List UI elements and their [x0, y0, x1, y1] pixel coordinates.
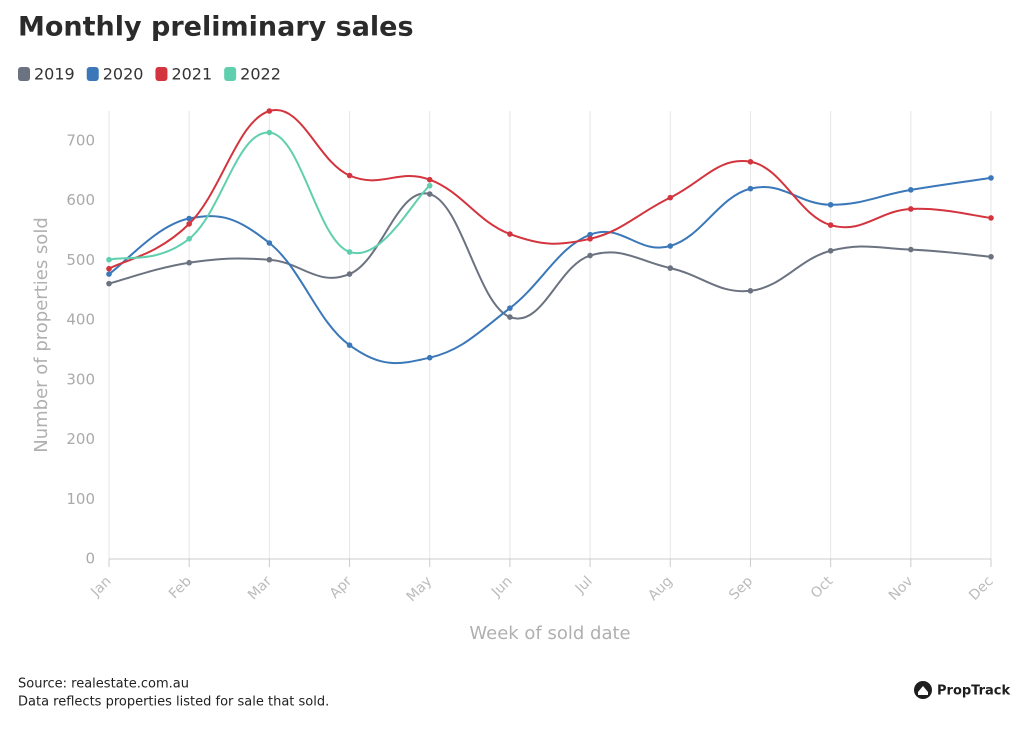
point: [747, 185, 754, 192]
point: [747, 158, 754, 165]
point: [266, 129, 273, 136]
point: [186, 259, 192, 266]
point: [908, 206, 914, 212]
point: [507, 314, 513, 320]
legend-swatch: [18, 67, 30, 81]
series-line: [108, 192, 992, 320]
point: [827, 201, 834, 208]
brand: PropTrack: [937, 684, 1011, 699]
point: [426, 191, 433, 197]
y-tick-label: 700: [66, 131, 95, 149]
y-tick-label: 200: [66, 430, 95, 448]
x-tick-label: May: [404, 573, 436, 605]
x-tick-label: Oct: [808, 573, 837, 602]
x-tick-label: Jan: [87, 573, 114, 600]
x-tick-label: Feb: [166, 573, 195, 602]
y-tick-label: 500: [66, 251, 95, 269]
point: [346, 249, 353, 255]
x-tick-label: Sep: [726, 573, 756, 603]
point: [346, 342, 353, 348]
point: [988, 175, 994, 181]
series-line: [108, 108, 992, 270]
x-tick-label: Mar: [245, 573, 275, 603]
note: Data reflects properties listed for sale…: [18, 695, 329, 710]
point: [346, 172, 353, 179]
x-tick-label: Dec: [966, 573, 996, 603]
series-line: [108, 176, 992, 365]
point: [667, 243, 674, 249]
y-tick-label: 400: [66, 311, 95, 329]
x-tick-label: Nov: [886, 573, 917, 604]
point: [507, 305, 513, 311]
point: [346, 271, 353, 277]
source: Source: realestate.com.au: [18, 677, 189, 692]
point: [186, 215, 192, 222]
brand-icon: [918, 686, 928, 695]
point: [186, 236, 192, 242]
point: [587, 236, 593, 242]
point: [106, 280, 112, 287]
legend-swatch: [155, 67, 168, 81]
x-tick-label: Jun: [488, 573, 515, 600]
legend-label: 2022: [240, 65, 281, 84]
point: [908, 187, 914, 193]
point: [747, 287, 754, 294]
legend-label: 2021: [171, 65, 212, 84]
point: [266, 256, 273, 263]
y-tick-label: 600: [66, 191, 95, 209]
point: [587, 231, 593, 238]
y-tick-label: 100: [66, 490, 95, 508]
x-tick-label: Apr: [327, 573, 356, 602]
point: [587, 252, 593, 259]
y-tick-label: 0: [85, 550, 95, 568]
point: [827, 247, 834, 254]
point: [667, 265, 674, 271]
series-line: [108, 131, 431, 261]
point: [988, 253, 994, 260]
point: [186, 221, 192, 227]
point: [266, 240, 273, 246]
point: [667, 194, 674, 201]
point: [106, 271, 112, 277]
point: [266, 108, 273, 114]
point: [827, 222, 834, 228]
point: [106, 256, 112, 263]
point: [426, 182, 433, 189]
chart-title: Monthly preliminary sales: [18, 12, 414, 43]
legend-label: 2020: [103, 65, 144, 84]
legend-swatch: [224, 67, 237, 81]
x-tick-label: Jul: [572, 573, 596, 597]
point: [426, 354, 433, 361]
legend-label: 2019: [34, 65, 75, 84]
point: [106, 265, 112, 272]
point: [507, 231, 513, 237]
x-axis-label: Week of sold date: [469, 623, 630, 644]
point: [988, 215, 994, 221]
legend-swatch: [86, 67, 99, 81]
y-axis-label: Number of properties sold: [31, 217, 52, 453]
y-tick-label: 300: [66, 370, 95, 388]
x-tick-label: Aug: [645, 573, 676, 604]
point: [908, 246, 914, 253]
point: [426, 176, 433, 183]
